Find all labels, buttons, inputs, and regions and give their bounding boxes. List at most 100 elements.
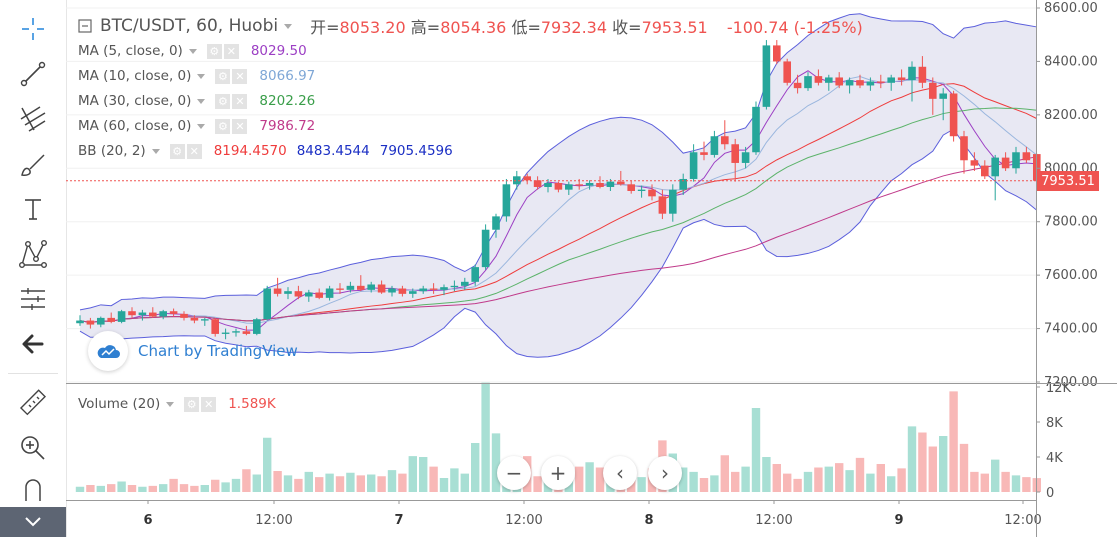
candle-body [440,287,448,290]
gear-icon[interactable]: ⚙ [169,143,185,159]
indicator-bb: BB (20, 2) ⚙ ✕ 8194.4570 8483.4544 7905.4… [78,141,453,161]
volume-axis: 0 4K 8K 12K [1036,381,1072,501]
candle-body [669,189,677,214]
candle-body [679,178,687,190]
toolbar-collapse-button[interactable] [0,507,66,537]
candle-body [429,288,438,290]
back-arrow-icon[interactable] [13,327,53,361]
bb-lower-line [79,128,1038,358]
candle-body [866,81,875,86]
candle-body [752,106,760,153]
close-icon[interactable]: ✕ [232,93,248,109]
close-value: 7953.51 [641,18,708,37]
gear-icon[interactable]: ⚙ [215,118,231,134]
volume-bar [928,446,937,492]
pattern-icon[interactable] [13,237,53,271]
volume-bar [367,474,376,492]
candle-body [1022,152,1031,161]
candle-body [97,317,105,325]
brush-icon[interactable] [13,147,53,181]
volume-bar [1022,477,1031,492]
indicator-label[interactable]: MA (10, close, 0) [78,68,192,84]
text-tool-icon[interactable] [13,192,53,226]
close-icon[interactable]: ✕ [186,143,202,159]
candle-body [357,285,365,290]
volume-bar [481,382,490,492]
close-icon[interactable]: ✕ [232,68,248,84]
time-tick-label: 12:00 [755,513,792,528]
time-tick-label: 12:00 [505,513,542,528]
bb-lower-value: 7905.4596 [379,143,453,159]
volume-bar [419,457,428,492]
volume-bar [970,471,979,492]
high-label: 高 [410,18,427,37]
pitchfork-icon[interactable] [13,102,53,136]
candle-body [773,45,781,62]
low-label: 低 [511,18,528,37]
candle-body [398,288,407,294]
candle-body [877,81,885,83]
price-tick-label: 7600.00 [1044,268,1098,283]
volume-bar [720,455,729,492]
indicator-label[interactable]: MA (5, close, 0) [78,43,183,59]
zoom-in-button[interactable]: + [541,456,575,490]
close-icon[interactable]: ✕ [201,396,217,412]
indicator-value: 8029.50 [250,43,307,59]
volume-bar [949,391,958,492]
bb-basis-value: 8194.4570 [213,143,287,159]
candle-body [627,184,635,191]
candle-body [513,176,521,185]
tradingview-watermark[interactable]: Chart by TradingView [88,331,298,371]
gear-icon[interactable]: ⚙ [215,68,231,84]
candle-body [814,76,823,83]
indicator-label[interactable]: Volume (20) [78,396,161,412]
gear-icon[interactable]: ⚙ [184,396,200,412]
volume-bar [824,466,833,492]
indicator-label[interactable]: MA (60, close, 0) [78,118,192,134]
scroll-right-button[interactable]: › [648,456,682,490]
price-tick-label: 8400.00 [1044,54,1098,69]
indicator-label[interactable]: BB (20, 2) [78,143,146,159]
candle-body [180,313,188,318]
candle-body [929,82,937,99]
indicator-volume: Volume (20) ⚙ ✕ 1.589K [78,394,276,414]
magnet-icon[interactable] [13,473,53,503]
scroll-left-button[interactable]: ‹ [603,456,637,490]
gear-icon[interactable]: ⚙ [206,43,222,59]
volume-bar [907,426,917,492]
volume-bar [1001,471,1010,492]
volume-bar [699,478,709,492]
candle-body [107,317,115,322]
candle-body [149,312,157,317]
candle-body [648,189,656,197]
close-icon[interactable]: ✕ [232,118,248,134]
zoom-out-button[interactable]: − [497,456,531,490]
candle-body [232,331,240,333]
close-icon[interactable]: ✕ [223,43,239,59]
pane-separators [66,0,1117,537]
price-tick-label: 7400.00 [1044,322,1098,337]
candle-body [76,320,84,324]
collapse-legend-icon[interactable] [78,19,92,33]
volume-bar [252,474,261,492]
time-tick-label: 8 [644,513,653,528]
volume-bar [959,443,969,492]
volume-bar [814,467,823,492]
candle-body [284,291,292,294]
symbol-caret-icon[interactable] [284,23,293,29]
gear-icon[interactable]: ⚙ [215,93,231,109]
symbol-label[interactable]: BTC/USDT, 60, Huobi [100,16,279,36]
trend-line-icon[interactable] [13,57,53,91]
measure-icon[interactable] [13,282,53,316]
zoom-icon[interactable] [13,431,53,465]
volume-bar [408,456,417,492]
candle-body [783,61,791,83]
candle-body [242,331,251,334]
crosshair-icon[interactable] [13,12,53,46]
ruler-icon[interactable] [13,386,53,420]
volume-bar [471,443,480,492]
volume-bar [866,473,875,492]
indicator-label[interactable]: MA (30, close, 0) [78,93,192,109]
watermark-text: Chart by TradingView [138,342,298,360]
candle-body [939,93,947,99]
